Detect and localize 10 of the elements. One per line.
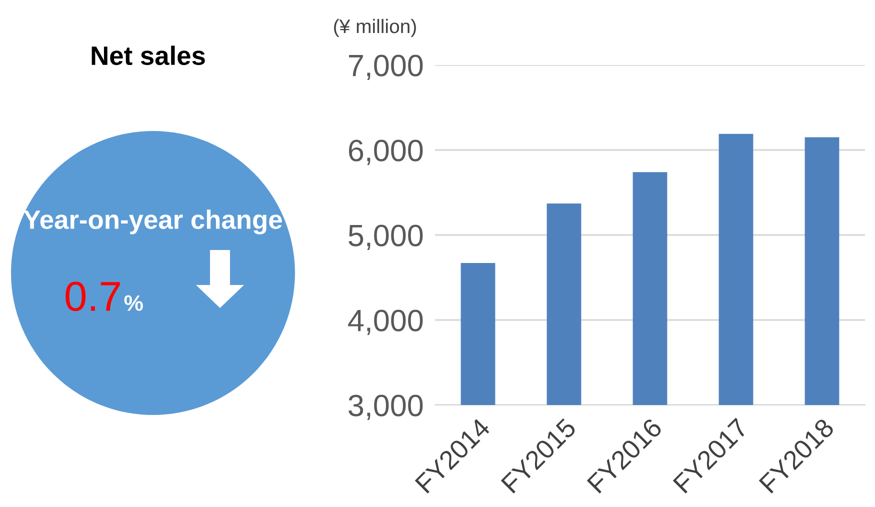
y-tick-label: 4,000 [348, 310, 423, 335]
y-axis-title: (¥ million) [334, 18, 416, 38]
text: % [124, 295, 143, 311]
text: Year-on-year change [24, 210, 282, 234]
text: Net sales [92, 46, 205, 66]
text: 0.7 [66, 282, 120, 312]
y-tick-label: 7,000 [349, 54, 423, 80]
y-tick-label: 6,000 [348, 140, 423, 165]
y-tick-label: 3,000 [348, 394, 423, 420]
y-tick-label: 5,000 [348, 224, 423, 250]
